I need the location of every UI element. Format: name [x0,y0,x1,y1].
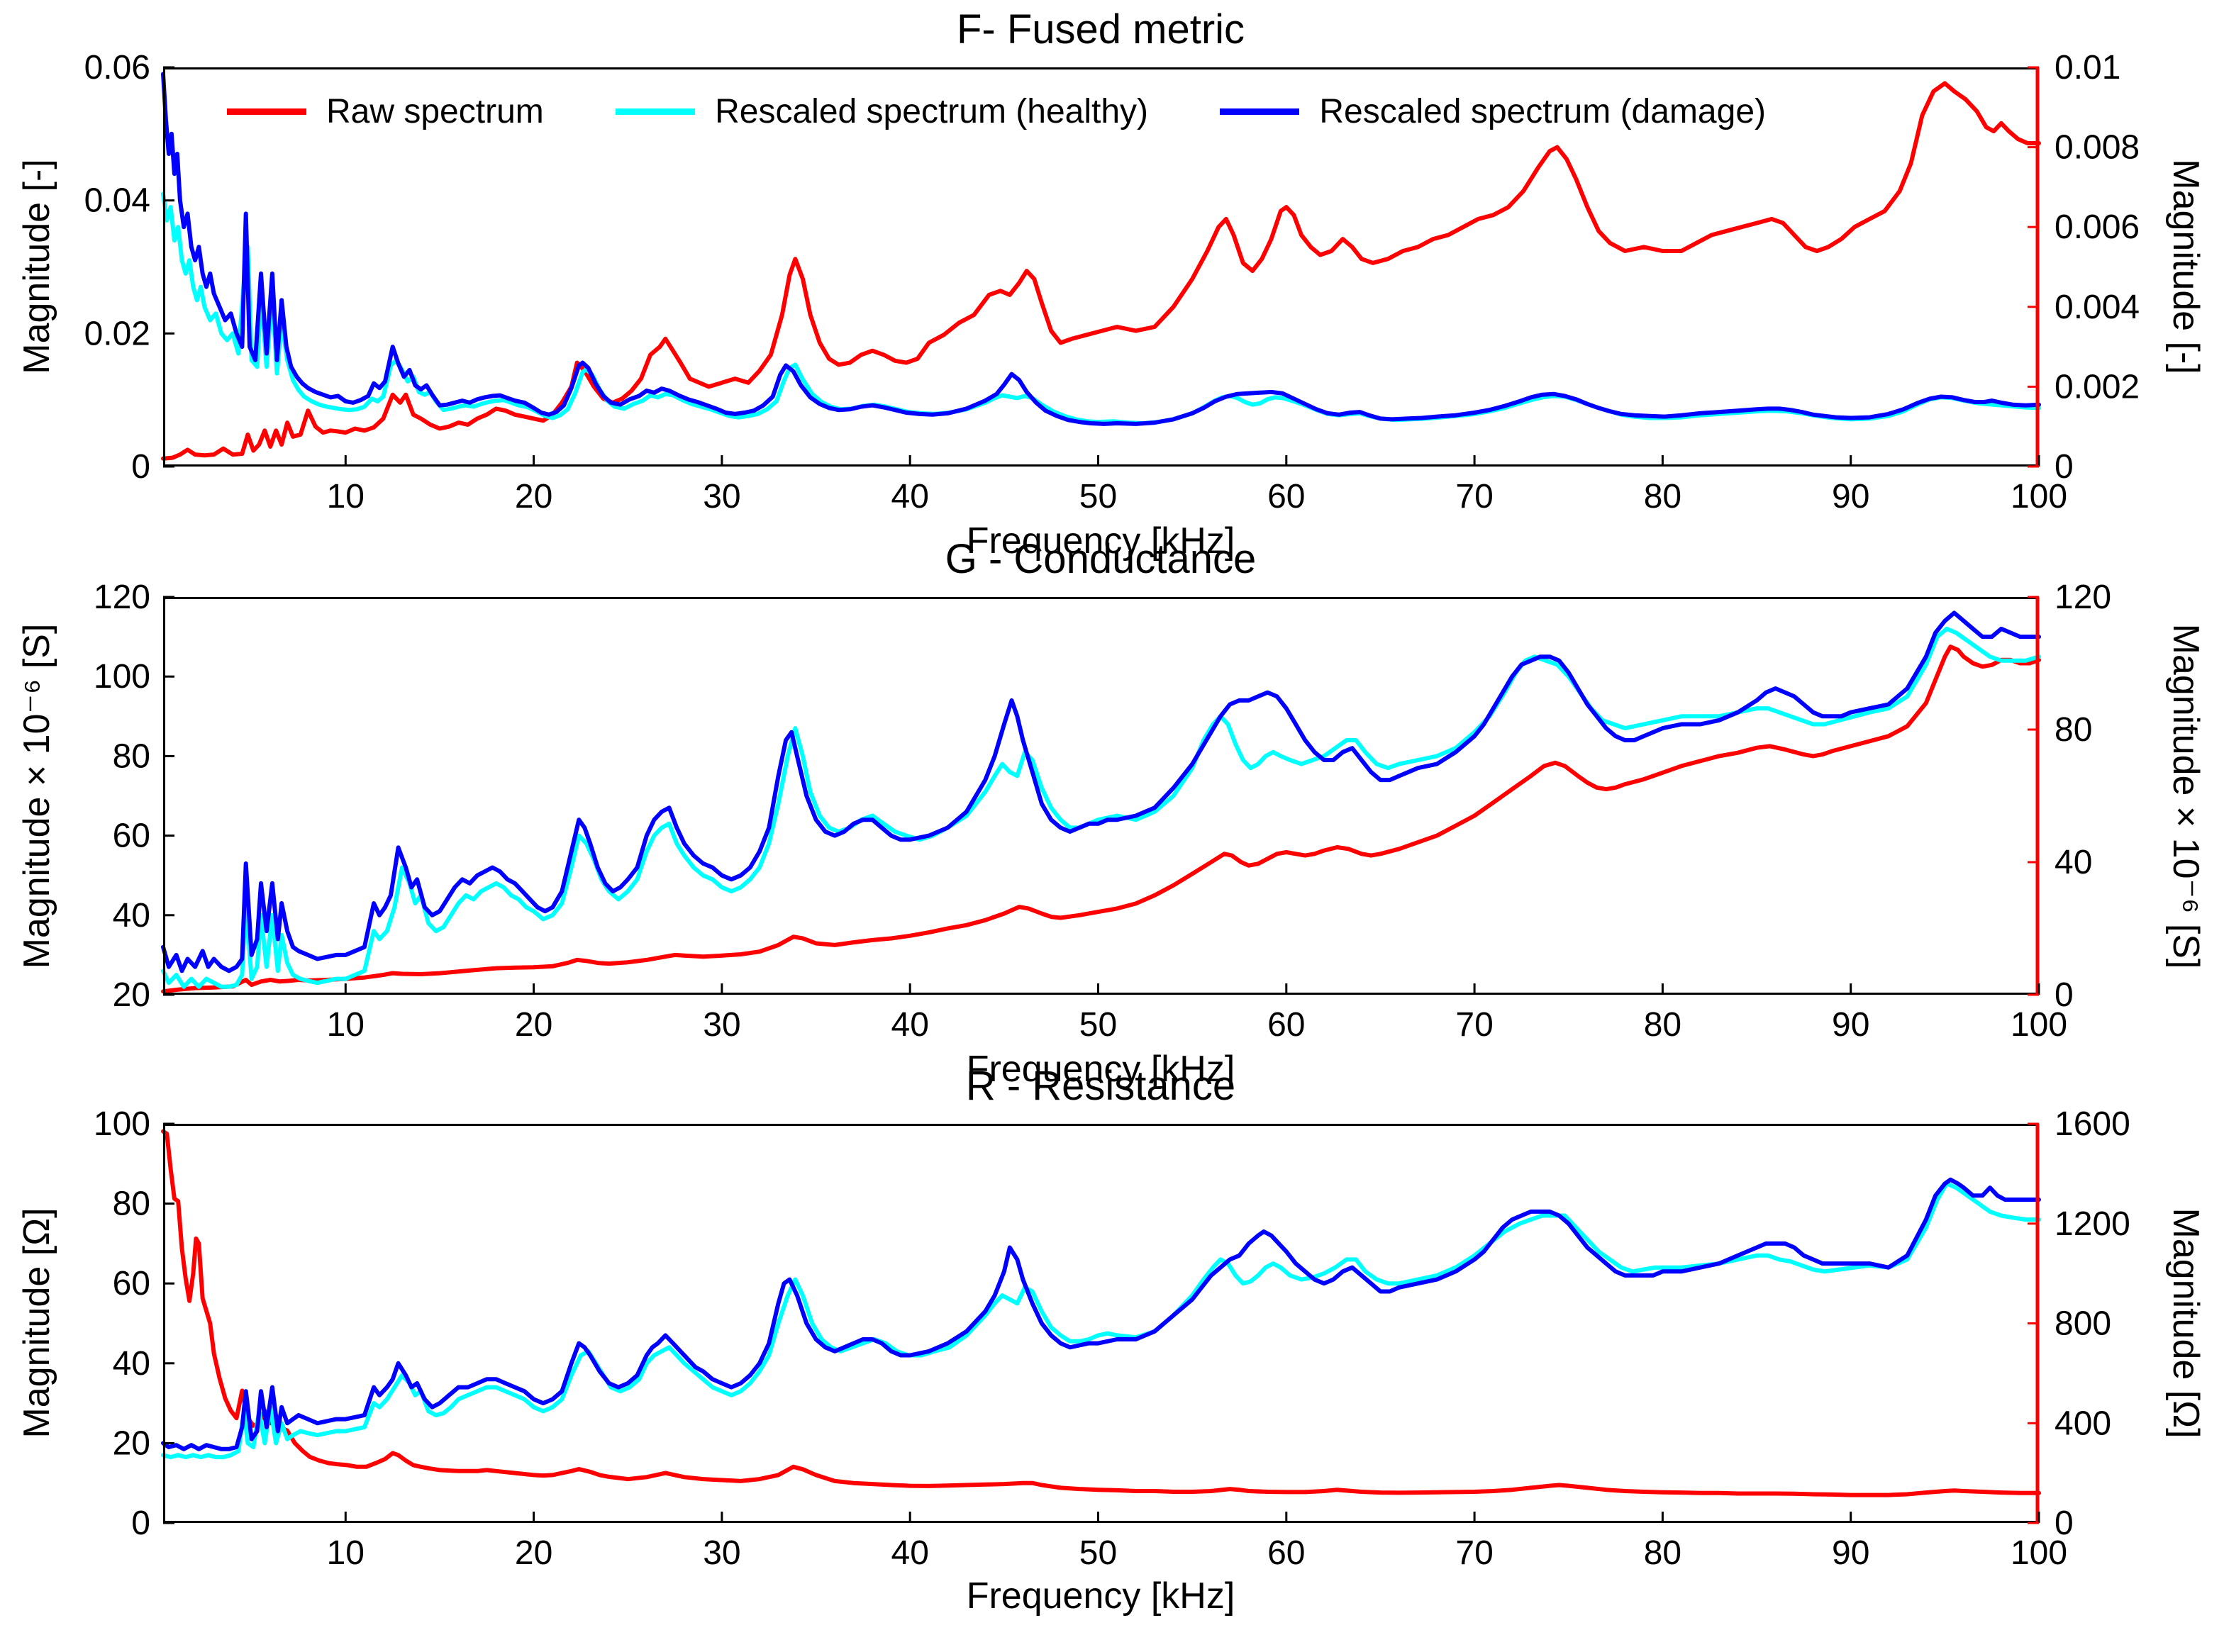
x-tick-label: 40 [891,478,929,515]
axes-frame [163,1124,2039,1523]
x-tick-label: 30 [703,1534,740,1572]
axes-frame [163,597,2039,995]
y-tick-label-left: 40 [113,897,150,934]
chart-title-conductance: G - Conductance [945,536,1257,582]
x-tick-label: 20 [515,478,552,515]
series-raw-spectrum [161,644,2041,994]
y-tick-label-right: 1600 [2055,1105,2130,1143]
legend-item: Rescaled spectrum (damage) [1220,92,1766,131]
x-tick-label: 60 [1267,1006,1305,1044]
y-tick-label-right: 80 [2055,711,2092,749]
legend-swatch-damage [1220,108,1300,115]
y-tick-label-left: 100 [94,1105,150,1143]
x-tick-label: 80 [1644,478,1681,515]
series-raw-spectrum [161,1129,2041,1497]
x-tick-label: 70 [1455,1006,1493,1044]
x-tick-label: 10 [327,478,365,515]
chart-title-resistance: R - Resistance [965,1063,1236,1109]
series-rescaled-spectrum-damage [161,1177,2041,1451]
plot-area-resistance: 10 20 30 40 50 60 70 80 90 1000204060801000400800… [94,1105,2130,1572]
y-tick-label-right: 0.004 [2055,289,2140,326]
series-rescaled-spectrum-damage [161,610,2041,973]
x-axis-label-fused: Frequency [kHz] [966,520,1235,562]
y-tick-label-right: 400 [2055,1405,2111,1442]
series-rescaled-spectrum-healthy [161,191,2041,425]
x-tick-label: 90 [1832,1534,1869,1572]
x-tick-label: 80 [1644,1006,1681,1044]
y-tick-label-right: 40 [2055,844,2092,881]
x-tick-label: 80 [1644,1534,1681,1572]
x-tick-label: 10 [327,1006,365,1044]
y-tick-label-right: 0.008 [2055,129,2140,167]
y-tick-label-left: 0.06 [84,49,150,86]
y-axis-label-left-resistance: Magnitude [Ω] [16,1207,57,1439]
x-tick-label: 70 [1455,478,1493,515]
x-tick-label: 60 [1267,478,1305,515]
y-tick-label-left: 20 [113,976,150,1014]
y-tick-label-left: 0 [131,1505,150,1542]
y-tick-label-left: 0.02 [84,315,150,352]
legend: Raw spectrum Rescaled spectrum (healthy) R… [227,92,1766,131]
legend-swatch-healthy [616,108,696,115]
x-tick-label: 50 [1079,1006,1117,1044]
x-tick-label: 50 [1079,478,1117,515]
x-axis-label-resistance: Frequency [kHz] [966,1575,1235,1617]
y-tick-label-right: 0 [2055,976,2074,1014]
x-tick-label: 90 [1832,1006,1869,1044]
x-tick-label: 100 [2011,1534,2067,1572]
x-tick-label: 30 [703,478,740,515]
plot-area-fused: 10 20 30 40 50 60 70 80 90 10000.020.040.0600.002… [84,49,2140,515]
legend-swatch-raw [227,108,306,115]
y-tick-label-left: 60 [113,1265,150,1302]
series-raw-spectrum [161,81,2041,461]
x-tick-label: 100 [2011,478,2067,515]
y-tick-label-left: 100 [94,658,150,696]
y-tick-label-right: 120 [2055,579,2111,616]
y-axis-label-right-resistance: Magnitude [Ω] [2165,1207,2206,1439]
series-rescaled-spectrum-healthy [161,626,2041,989]
y-axis-label-left-conductance: Magnitude × 10⁻⁶ [S] [16,623,57,969]
y-tick-label-right: 0.01 [2055,49,2120,86]
legend-label: Rescaled spectrum (damage) [1319,93,1766,130]
x-axis-label-conductance: Frequency [kHz] [966,1049,1235,1090]
y-tick-label-left: 0.04 [84,182,150,220]
y-axis-label-right-fused: Magnitude [-] [2165,159,2206,374]
x-tick-label: 60 [1267,1534,1305,1572]
legend-label: Raw spectrum [326,93,544,130]
y-axis-label-left-fused: Magnitude [-] [16,159,57,374]
x-tick-label: 40 [891,1006,929,1044]
x-tick-label: 70 [1455,1534,1493,1572]
legend-label: Rescaled spectrum (healthy) [715,93,1149,130]
x-tick-label: 20 [515,1534,552,1572]
x-tick-label: 20 [515,1006,552,1044]
x-tick-label: 90 [1832,478,1869,515]
y-tick-label-left: 40 [113,1345,150,1383]
legend-item: Raw spectrum [227,92,544,131]
y-tick-label-left: 80 [113,1185,150,1223]
series-rescaled-spectrum-damage [161,72,2041,426]
series-rescaled-spectrum-healthy [161,1181,2041,1460]
y-tick-label-right: 1200 [2055,1205,2130,1243]
y-tick-label-right: 0.006 [2055,208,2140,246]
y-tick-label-right: 800 [2055,1305,2111,1343]
y-tick-label-right: 0 [2055,1505,2074,1542]
y-tick-label-left: 0 [131,448,150,486]
y-tick-label-right: 0 [2055,448,2074,486]
plot-area-conductance: 10 20 30 40 50 60 70 80 90 100 20 40 60 80 100 120 0 40 80… [94,579,2111,1044]
x-tick-label: 30 [703,1006,740,1044]
y-tick-label-left: 80 [113,737,150,775]
x-tick-label: 40 [891,1534,929,1572]
y-tick-label-left: 20 [113,1424,150,1462]
y-tick-label-right: 0.002 [2055,368,2140,406]
x-tick-label: 50 [1079,1534,1117,1572]
x-tick-label: 100 [2011,1006,2067,1044]
x-tick-label: 10 [327,1534,365,1572]
chart-title-fused: F- Fused metric [956,6,1245,52]
y-tick-label-left: 120 [94,579,150,616]
y-axis-label-right-conductance: Magnitude × 10⁻⁶ [S] [2165,623,2206,969]
legend-item: Rescaled spectrum (healthy) [616,92,1148,131]
y-tick-label-left: 60 [113,817,150,855]
